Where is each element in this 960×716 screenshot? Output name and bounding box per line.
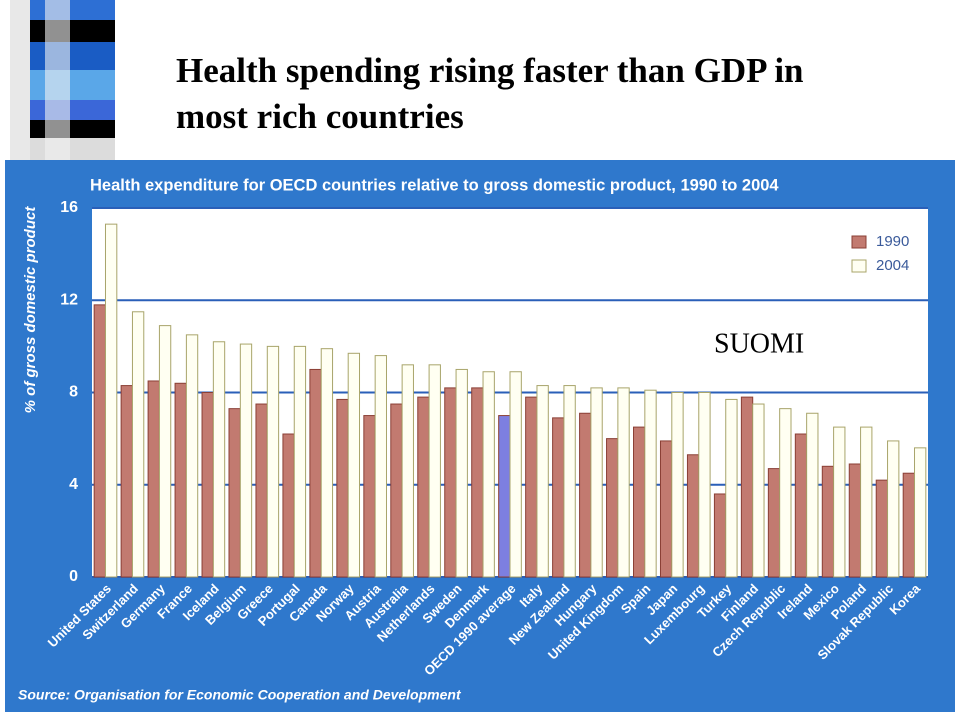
bar (617, 387, 630, 578)
bar (428, 364, 441, 578)
decoration (10, 0, 115, 160)
bar (201, 392, 214, 578)
bar (887, 440, 900, 578)
bar (498, 415, 511, 578)
bar (93, 304, 106, 578)
bar (417, 396, 430, 578)
legend-label: 1990 (876, 233, 909, 250)
bar (147, 380, 160, 578)
bar (363, 415, 376, 578)
bar (401, 364, 414, 578)
bar (914, 447, 927, 578)
bar (671, 392, 684, 578)
bar (212, 341, 226, 578)
bar (158, 325, 172, 578)
bar (131, 311, 145, 578)
bar (579, 412, 592, 578)
slide-title: Health spending rising faster than GDP i… (176, 51, 804, 90)
bar (833, 426, 846, 578)
bar (309, 368, 322, 578)
bar (659, 440, 673, 578)
y-tick-label: 12 (60, 291, 78, 308)
bar (482, 371, 495, 578)
bar (902, 472, 916, 578)
bar (374, 355, 387, 578)
legend-swatch (851, 259, 867, 273)
bar (794, 433, 808, 578)
bar (471, 387, 484, 578)
y-tick-label: 0 (69, 568, 78, 585)
bar (104, 223, 118, 578)
y-tick-label: 4 (69, 476, 78, 493)
bar (606, 438, 619, 578)
bar (767, 468, 781, 578)
bar (725, 398, 738, 578)
bar (185, 334, 199, 578)
bar (779, 408, 792, 578)
bar (228, 408, 241, 578)
legend-label: 2004 (876, 257, 909, 274)
bar (336, 398, 349, 578)
bar (686, 454, 700, 578)
bar (239, 343, 253, 578)
bar (806, 412, 819, 578)
bar (752, 403, 765, 578)
annotation: SUOMI (714, 328, 804, 359)
bar (821, 465, 835, 578)
bar (536, 385, 549, 578)
bar (120, 385, 133, 578)
slide-title: most rich countries (176, 97, 464, 136)
bar (509, 371, 522, 578)
bar (644, 389, 657, 578)
bar (848, 463, 862, 578)
bar (633, 426, 646, 578)
bar (255, 403, 268, 578)
bar (320, 348, 334, 578)
bar (174, 382, 187, 578)
y-tick-label: 8 (69, 384, 78, 401)
bar (875, 479, 889, 578)
bar (390, 403, 403, 578)
bar (698, 392, 711, 578)
bar (293, 345, 307, 578)
bar (266, 345, 280, 578)
bar (860, 426, 873, 578)
bar (713, 493, 727, 578)
bar (525, 396, 538, 578)
y-tick-label: 16 (60, 199, 78, 216)
bar (455, 368, 468, 578)
bar (590, 387, 603, 578)
legend-swatch (851, 235, 867, 249)
bar (563, 385, 576, 578)
chart-title: Health expenditure for OECD countries re… (90, 176, 779, 194)
bar (740, 396, 754, 578)
bar (282, 433, 295, 578)
bar (347, 352, 361, 578)
bar (444, 387, 457, 578)
source: Source: Organisation for Economic Cooper… (18, 687, 462, 703)
y-axis-label: % of gross domestic product (22, 206, 39, 414)
bar (552, 417, 565, 578)
